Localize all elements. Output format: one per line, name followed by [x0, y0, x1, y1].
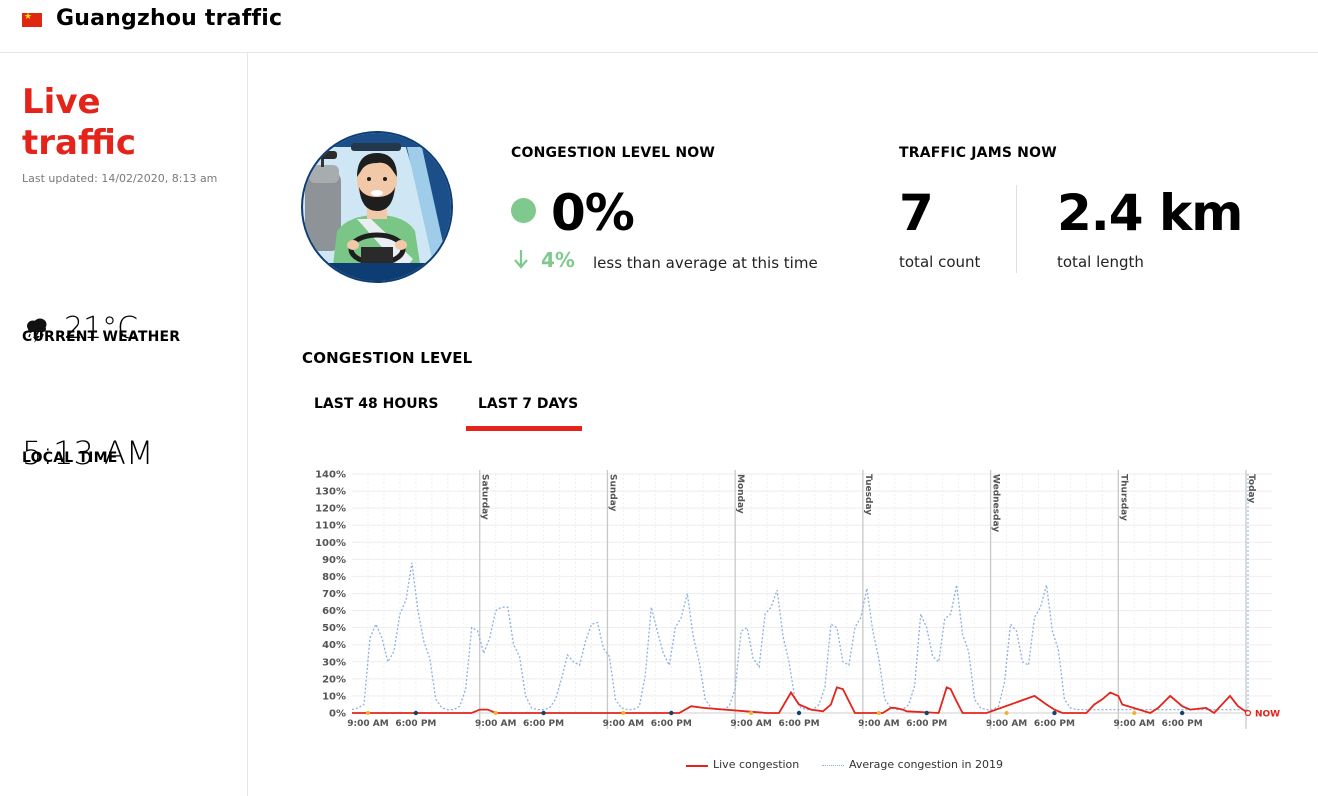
x-tick-label: 6:00 PM — [1162, 719, 1203, 729]
y-tick-label: 60% — [322, 606, 346, 617]
evening-peak-marker — [413, 710, 419, 716]
day-label: Monday — [735, 474, 745, 514]
morning-peak-marker — [365, 711, 370, 715]
day-label: Sunday — [607, 474, 617, 512]
legend-average-label: Average congestion in 2019 — [849, 758, 1003, 771]
x-tick-label: 6:00 PM — [523, 719, 564, 729]
x-tick-label: 6:00 PM — [651, 719, 692, 729]
morning-peak-marker — [876, 711, 881, 715]
jams-count: 7 — [899, 184, 934, 242]
morning-peak-marker — [493, 711, 498, 715]
y-tick-label: 110% — [315, 521, 346, 532]
congestion-section-title: CONGESTION LEVEL — [302, 349, 473, 367]
local-time-label: LOCAL TIME — [22, 450, 118, 466]
morning-peak-marker — [1132, 711, 1137, 715]
day-label: Saturday — [480, 474, 490, 520]
legend-live-swatch — [686, 765, 708, 767]
y-tick-label: 100% — [315, 538, 346, 549]
average-congestion-line — [351, 562, 1248, 711]
day-label: Today — [1246, 474, 1256, 503]
x-tick-label: 9:00 AM — [986, 719, 1027, 729]
x-tick-label: 6:00 PM — [778, 719, 819, 729]
y-tick-label: 40% — [322, 640, 346, 651]
congestion-chart: 0% 10% 20% 30% 40% 50% 60% 70% 80% 90% 100% 110% 120… — [315, 470, 1280, 729]
jams-count-label: total count — [899, 253, 981, 271]
x-tick-label: 6:00 PM — [1034, 719, 1075, 729]
china-flag-icon: ★ — [22, 13, 42, 27]
evening-peak-marker — [1052, 710, 1057, 716]
evening-peak-marker — [924, 710, 929, 716]
y-tick-label: 0% — [329, 709, 346, 720]
evening-peak-marker — [541, 710, 546, 716]
x-tick-label: 9:00 AM — [603, 719, 644, 729]
morning-peak-marker — [1004, 711, 1009, 715]
trend-text: less than average at this time — [593, 254, 818, 272]
day-label: Thursday — [1118, 474, 1128, 521]
y-tick-label: 90% — [322, 555, 346, 566]
jams-length: 2.4 km — [1057, 184, 1243, 242]
congestion-value: 0% — [551, 184, 635, 242]
jams-length-label: total length — [1057, 253, 1144, 271]
y-tick-label: 130% — [315, 487, 346, 498]
x-tick-label: 9:00 AM — [1114, 719, 1155, 729]
evening-peak-marker — [669, 710, 674, 716]
x-tick-label: 9:00 AM — [347, 719, 388, 729]
morning-peak-marker — [621, 711, 626, 715]
x-tick-label: 9:00 AM — [475, 719, 516, 729]
y-tick-label: 120% — [315, 504, 346, 515]
evening-peak-marker — [796, 710, 802, 716]
last-updated-text: Last updated: 14/02/2020, 8:13 am — [22, 172, 218, 185]
day-label: Wednesday — [991, 474, 1001, 532]
x-tick-label: 6:00 PM — [906, 719, 947, 729]
evening-peak-marker — [1179, 710, 1185, 716]
legend-average-swatch — [822, 765, 844, 766]
morning-peak-marker — [749, 711, 754, 715]
x-tick-label: 6:00 PM — [395, 719, 436, 729]
trend-value: 4% — [541, 248, 575, 272]
traffic-jams-label: TRAFFIC JAMS NOW — [899, 145, 1057, 161]
storm-cloud-icon — [27, 318, 47, 343]
driver-illustration — [301, 131, 453, 283]
x-tick-label: 9:00 AM — [730, 719, 771, 729]
now-label: NOW — [1255, 710, 1280, 720]
congestion-now-label: CONGESTION LEVEL NOW — [511, 145, 716, 161]
now-marker — [1244, 709, 1252, 717]
tab-last-48-hours[interactable]: LAST 48 HOURS — [314, 396, 439, 412]
live-congestion-line — [352, 686, 1249, 715]
x-tick-label: 9:00 AM — [858, 719, 899, 729]
tab-last-7-days[interactable]: LAST 7 DAYS — [478, 396, 579, 412]
sidebar — [0, 53, 248, 796]
y-tick-label: 50% — [322, 623, 346, 634]
active-tab-indicator — [466, 426, 582, 431]
y-tick-label: 20% — [322, 674, 346, 685]
local-time: 5:13 AM — [22, 434, 154, 472]
metrics-divider — [1016, 185, 1017, 273]
live-traffic-title: Live traffic — [22, 82, 137, 163]
y-tick-label: 80% — [322, 572, 346, 583]
current-weather-label: CURRENT WEATHER — [22, 329, 181, 345]
y-tick-label: 140% — [315, 470, 346, 481]
y-tick-label: 30% — [322, 657, 346, 668]
day-label: Tuesday — [863, 474, 873, 515]
page-header: ★ Guangzhou traffic — [0, 0, 1318, 53]
y-tick-label: 70% — [322, 589, 346, 600]
y-tick-label: 10% — [322, 691, 346, 702]
congestion-status-dot — [511, 198, 536, 223]
arrow-down-icon — [514, 250, 528, 269]
legend-live-label: Live congestion — [713, 758, 800, 771]
page-title: Guangzhou traffic — [56, 6, 283, 31]
temperature: 21°C — [64, 311, 139, 346]
